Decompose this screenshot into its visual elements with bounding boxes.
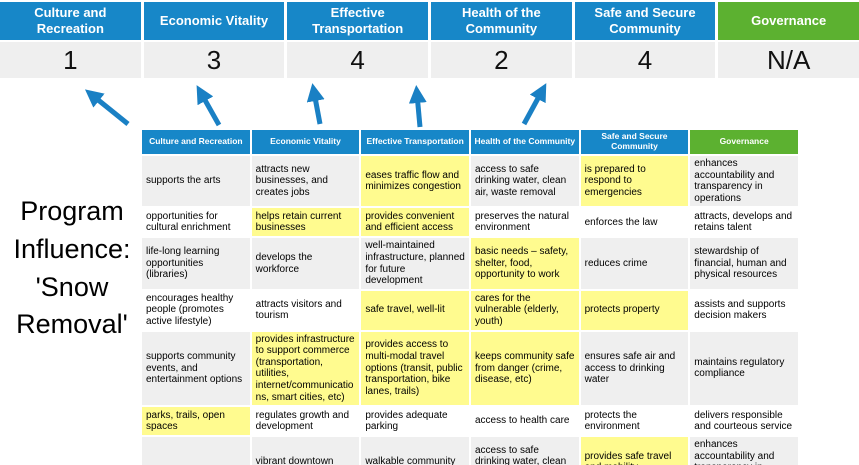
matrix-cell: life-long learning opportunities (librar… xyxy=(142,238,250,289)
matrix-cell: delivers responsible and courteous servi… xyxy=(690,407,798,436)
influence-arrow-economic xyxy=(196,85,222,127)
scoreboard-column-2: Effective Transportation 4 xyxy=(287,2,428,78)
matrix-cell: well-maintained infrastructure, planned … xyxy=(361,238,469,289)
matrix-cell-highlighted: protects property xyxy=(580,290,689,330)
scoreboard-column-4: Safe and Secure Community 4 xyxy=(574,2,716,78)
matrix-cell-highlighted: helps retain current businesses xyxy=(251,208,360,237)
matrix-cell: protects the environment xyxy=(580,407,689,436)
matrix-cell: stewardship of financial, human and phys… xyxy=(690,238,798,289)
matrix-cell: preserves the natural environment xyxy=(470,208,579,237)
matrix-cell-highlighted: provides infrastructure to support comme… xyxy=(251,331,360,406)
matrix-cell-highlighted: basic needs – safety, shelter, food, opp… xyxy=(470,238,579,289)
scoreboard-score: 2 xyxy=(431,42,572,78)
scoreboard-column-0: Culture and Recreation 1 xyxy=(0,2,141,78)
scoreboard-header: Safe and Secure Community xyxy=(574,2,716,40)
matrix-row-5: supports community events, and entertain… xyxy=(142,331,798,406)
matrix-cell-highlighted: provides safe travel and mobility xyxy=(580,437,689,465)
matrix-cell-highlighted: keeps community safe from danger (crime,… xyxy=(470,331,579,406)
program-influence-title: Program Influence: 'Snow Removal' xyxy=(0,193,144,344)
matrix-cell: attracts new businesses, and creates job… xyxy=(251,156,360,207)
matrix-column-header: Governance xyxy=(690,130,798,154)
matrix-cell: reduces crime xyxy=(580,238,689,289)
matrix-cell: encourages healthy people (promotes acti… xyxy=(142,290,250,330)
matrix-row-4: encourages healthy people (promotes acti… xyxy=(142,290,798,330)
matrix-row-3: life-long learning opportunities (librar… xyxy=(142,238,798,289)
influence-matrix: Culture and Recreation Economic Vitality E… xyxy=(140,128,800,465)
title-line: Removal' xyxy=(16,309,128,340)
scoreboard-header: Economic Vitality xyxy=(143,2,285,40)
influence-arrow-safety xyxy=(521,83,547,126)
matrix-column-header: Effective Transportation xyxy=(361,130,469,154)
influence-arrow-health xyxy=(408,85,427,128)
matrix-cell: opportunities for cultural enrichment xyxy=(142,208,250,237)
scoreboard-column-5: Governance N/A xyxy=(718,2,859,78)
matrix-cell-highlighted: is prepared to respond to emergencies xyxy=(580,156,689,207)
matrix-cell: assists and supports decision makers xyxy=(690,290,798,330)
scoreboard-score: 4 xyxy=(287,42,428,78)
matrix-cell: supports community events, and entertain… xyxy=(142,331,250,406)
matrix-cell: access to safe drinking water, clean air… xyxy=(470,437,579,465)
scoreboard-score: 4 xyxy=(574,42,716,78)
scoreboard-header: Effective Transportation xyxy=(287,2,428,40)
title-line: 'Snow xyxy=(35,271,109,302)
matrix-column-header: Economic Vitality xyxy=(251,130,360,154)
matrix-header-row: Culture and Recreation Economic Vitality E… xyxy=(142,130,798,154)
scoreboard-column-1: Economic Vitality 3 xyxy=(143,2,285,78)
scoreboard-score: N/A xyxy=(718,42,859,78)
matrix-cell: attracts visitors and tourism xyxy=(251,290,360,330)
matrix-cell: enhances accountability and transparency… xyxy=(690,156,798,207)
matrix-cell: attracts, develops and retains talent xyxy=(690,208,798,237)
influence-arrows xyxy=(84,83,547,128)
matrix-cell: supports the arts xyxy=(142,156,250,207)
matrix-cell: access to safe drinking water, clean air… xyxy=(470,156,579,207)
matrix-cell: develops the workforce xyxy=(251,238,360,289)
scoreboard-score: 3 xyxy=(143,42,285,78)
matrix-cell-highlighted: safe travel, well-lit xyxy=(361,290,469,330)
matrix-cell: access to health care xyxy=(470,407,579,436)
matrix-cell xyxy=(142,437,250,465)
matrix-column-header: Safe and Secure Community xyxy=(580,130,689,154)
matrix-row-2: opportunities for cultural enrichment hel… xyxy=(142,208,798,237)
matrix-cell-highlighted: cares for the vulnerable (elderly, youth… xyxy=(470,290,579,330)
matrix-row-1: supports the arts attracts new businesses… xyxy=(142,156,798,207)
matrix-column-header: Culture and Recreation xyxy=(142,130,250,154)
matrix-cell: walkable community xyxy=(361,437,469,465)
matrix-cell-highlighted: parks, trails, open spaces xyxy=(142,407,250,436)
matrix-row-7: vibrant downtown walkable community access… xyxy=(142,437,798,465)
influence-arrow-transportation xyxy=(306,83,325,125)
matrix-column-header: Health of the Community xyxy=(470,130,579,154)
matrix-row-6: parks, trails, open spaces regulates grow… xyxy=(142,407,798,436)
scoreboard-score: 1 xyxy=(0,42,141,78)
matrix-cell: enforces the law xyxy=(580,208,689,237)
scoreboard-column-3: Health of the Community 2 xyxy=(431,2,572,78)
title-line: Program xyxy=(20,196,124,226)
matrix-cell-highlighted: provides access to multi-modal travel op… xyxy=(361,331,469,406)
matrix-body: supports the arts attracts new businesses… xyxy=(142,156,798,465)
matrix-cell-highlighted: eases traffic flow and minimizes congest… xyxy=(361,156,469,207)
matrix-cell: enhances accountability and transparency… xyxy=(690,437,798,465)
scoreboard-header: Governance xyxy=(718,2,859,40)
influence-arrow-culture xyxy=(84,89,130,126)
matrix-cell-highlighted: provides convenient and efficient access xyxy=(361,208,469,237)
matrix-cell: maintains regulatory compliance xyxy=(690,331,798,406)
scoreboard-header: Health of the Community xyxy=(431,2,572,40)
scoreboard: Culture and Recreation 1 Economic Vitality… xyxy=(0,2,859,78)
matrix-cell: provides adequate parking xyxy=(361,407,469,436)
scoreboard-header: Culture and Recreation xyxy=(0,2,141,40)
matrix-cell: regulates growth and development xyxy=(251,407,360,436)
matrix-cell: vibrant downtown xyxy=(251,437,360,465)
matrix-cell: ensures safe air and access to drinking … xyxy=(580,331,689,406)
title-line: Influence: xyxy=(13,233,131,264)
